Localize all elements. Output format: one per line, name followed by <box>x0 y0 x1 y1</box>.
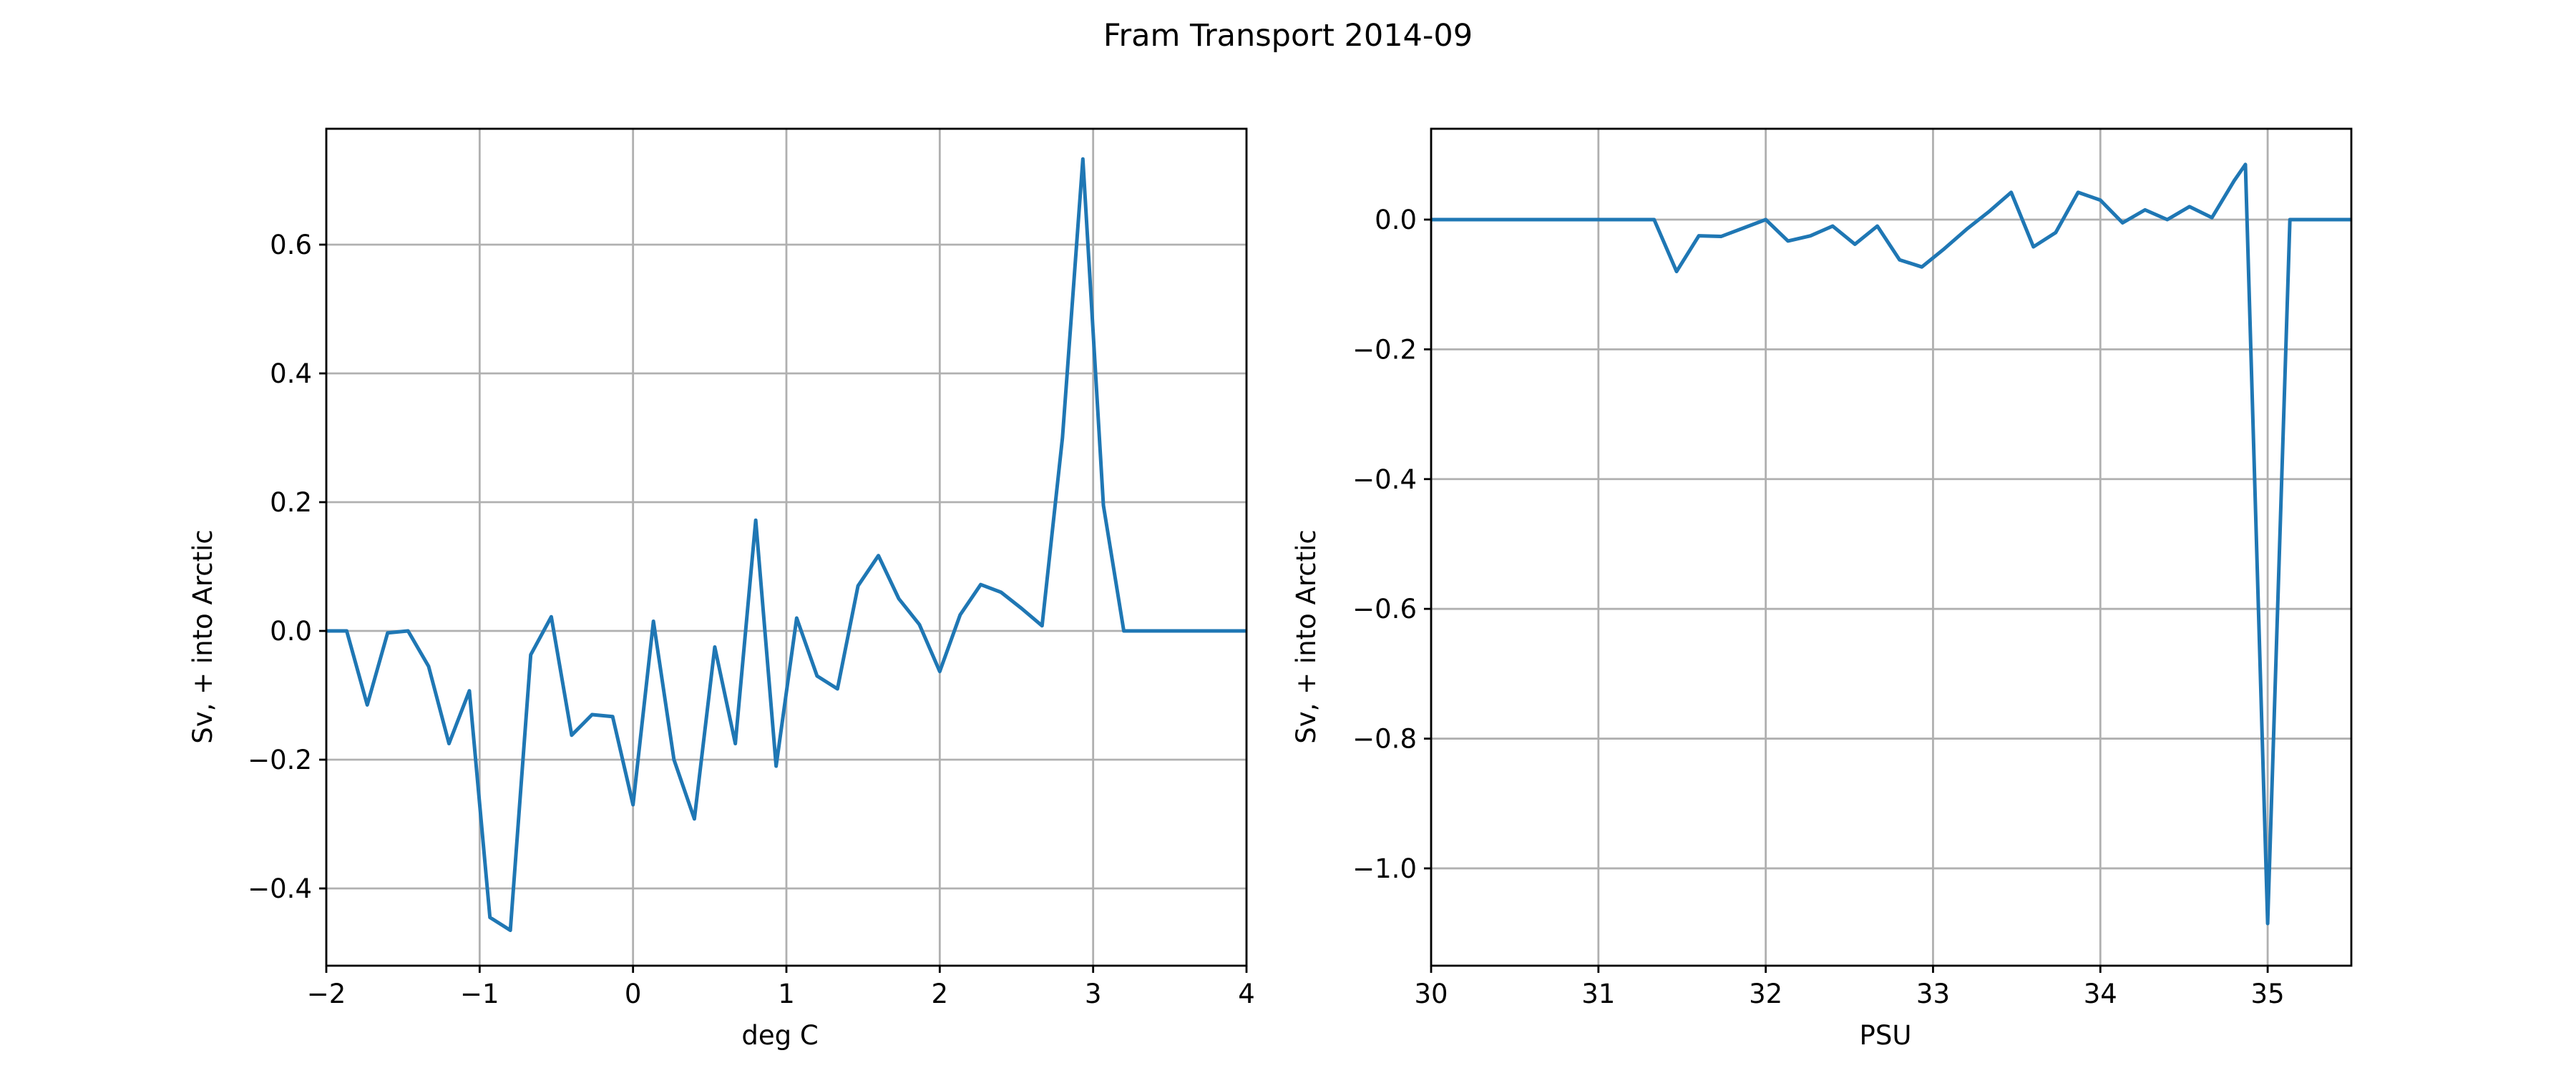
x-axis-label: deg C <box>741 1020 818 1051</box>
series-line-0 <box>1431 162 2351 926</box>
x-axis-label: PSU <box>1860 1020 1912 1051</box>
x-tick-label: −1 <box>460 979 499 1009</box>
y-tick-label: 0.0 <box>270 616 312 647</box>
salinity-transport-panel: PSU Sv, + into Arctic 30 31 32 33 34 35 −1.0 −0… <box>1291 127 2353 1051</box>
y-tick-label: −0.4 <box>1352 464 1417 495</box>
series-line-0 <box>326 157 1246 932</box>
x-tick-label: 2 <box>932 979 949 1009</box>
y-tick-label: −0.2 <box>1352 334 1417 365</box>
x-tick-label: 33 <box>1916 979 1950 1009</box>
x-tick-label: 1 <box>778 979 795 1009</box>
x-tick-label: 35 <box>2251 979 2285 1009</box>
x-tick-label: 34 <box>2084 979 2117 1009</box>
x-tick-label: 0 <box>625 979 642 1009</box>
y-tick-label: 0.4 <box>270 358 312 389</box>
axis-ticks: −2 −1 0 1 2 3 4 −0.4 −0.2 0.0 0.2 0.4 0.6 <box>248 230 1255 1009</box>
x-tick-label: 4 <box>1238 979 1255 1009</box>
y-tick-label: 0.0 <box>1375 205 1417 235</box>
axes-frame <box>325 127 1248 967</box>
y-tick-label: −0.4 <box>248 873 312 904</box>
axis-ticks: 30 31 32 33 34 35 −1.0 −0.8 −0.6 −0.4 −0.2 0.0 <box>1352 205 2284 1009</box>
x-tick-label: −2 <box>307 979 346 1009</box>
axes-frame <box>1430 127 2353 967</box>
x-tick-label: 30 <box>1414 979 1448 1009</box>
x-tick-label: 3 <box>1085 979 1102 1009</box>
figure-title: Fram Transport 2014-09 <box>1103 18 1473 54</box>
y-tick-label: −0.2 <box>248 745 312 775</box>
y-axis-label: Sv, + into Arctic <box>187 529 218 744</box>
y-tick-label: −0.8 <box>1352 724 1417 755</box>
y-tick-label: −0.6 <box>1352 594 1417 624</box>
y-tick-label: −1.0 <box>1352 853 1417 884</box>
x-tick-label: 32 <box>1749 979 1782 1009</box>
temperature-transport-panel: deg C Sv, + into Arctic −2 −1 0 1 2 3 4 −0.4 −0.… <box>187 127 1255 1051</box>
y-axis-label: Sv, + into Arctic <box>1291 529 1322 744</box>
y-tick-label: 0.2 <box>270 487 312 518</box>
y-tick-label: 0.6 <box>270 230 312 260</box>
x-tick-label: 31 <box>1581 979 1615 1009</box>
